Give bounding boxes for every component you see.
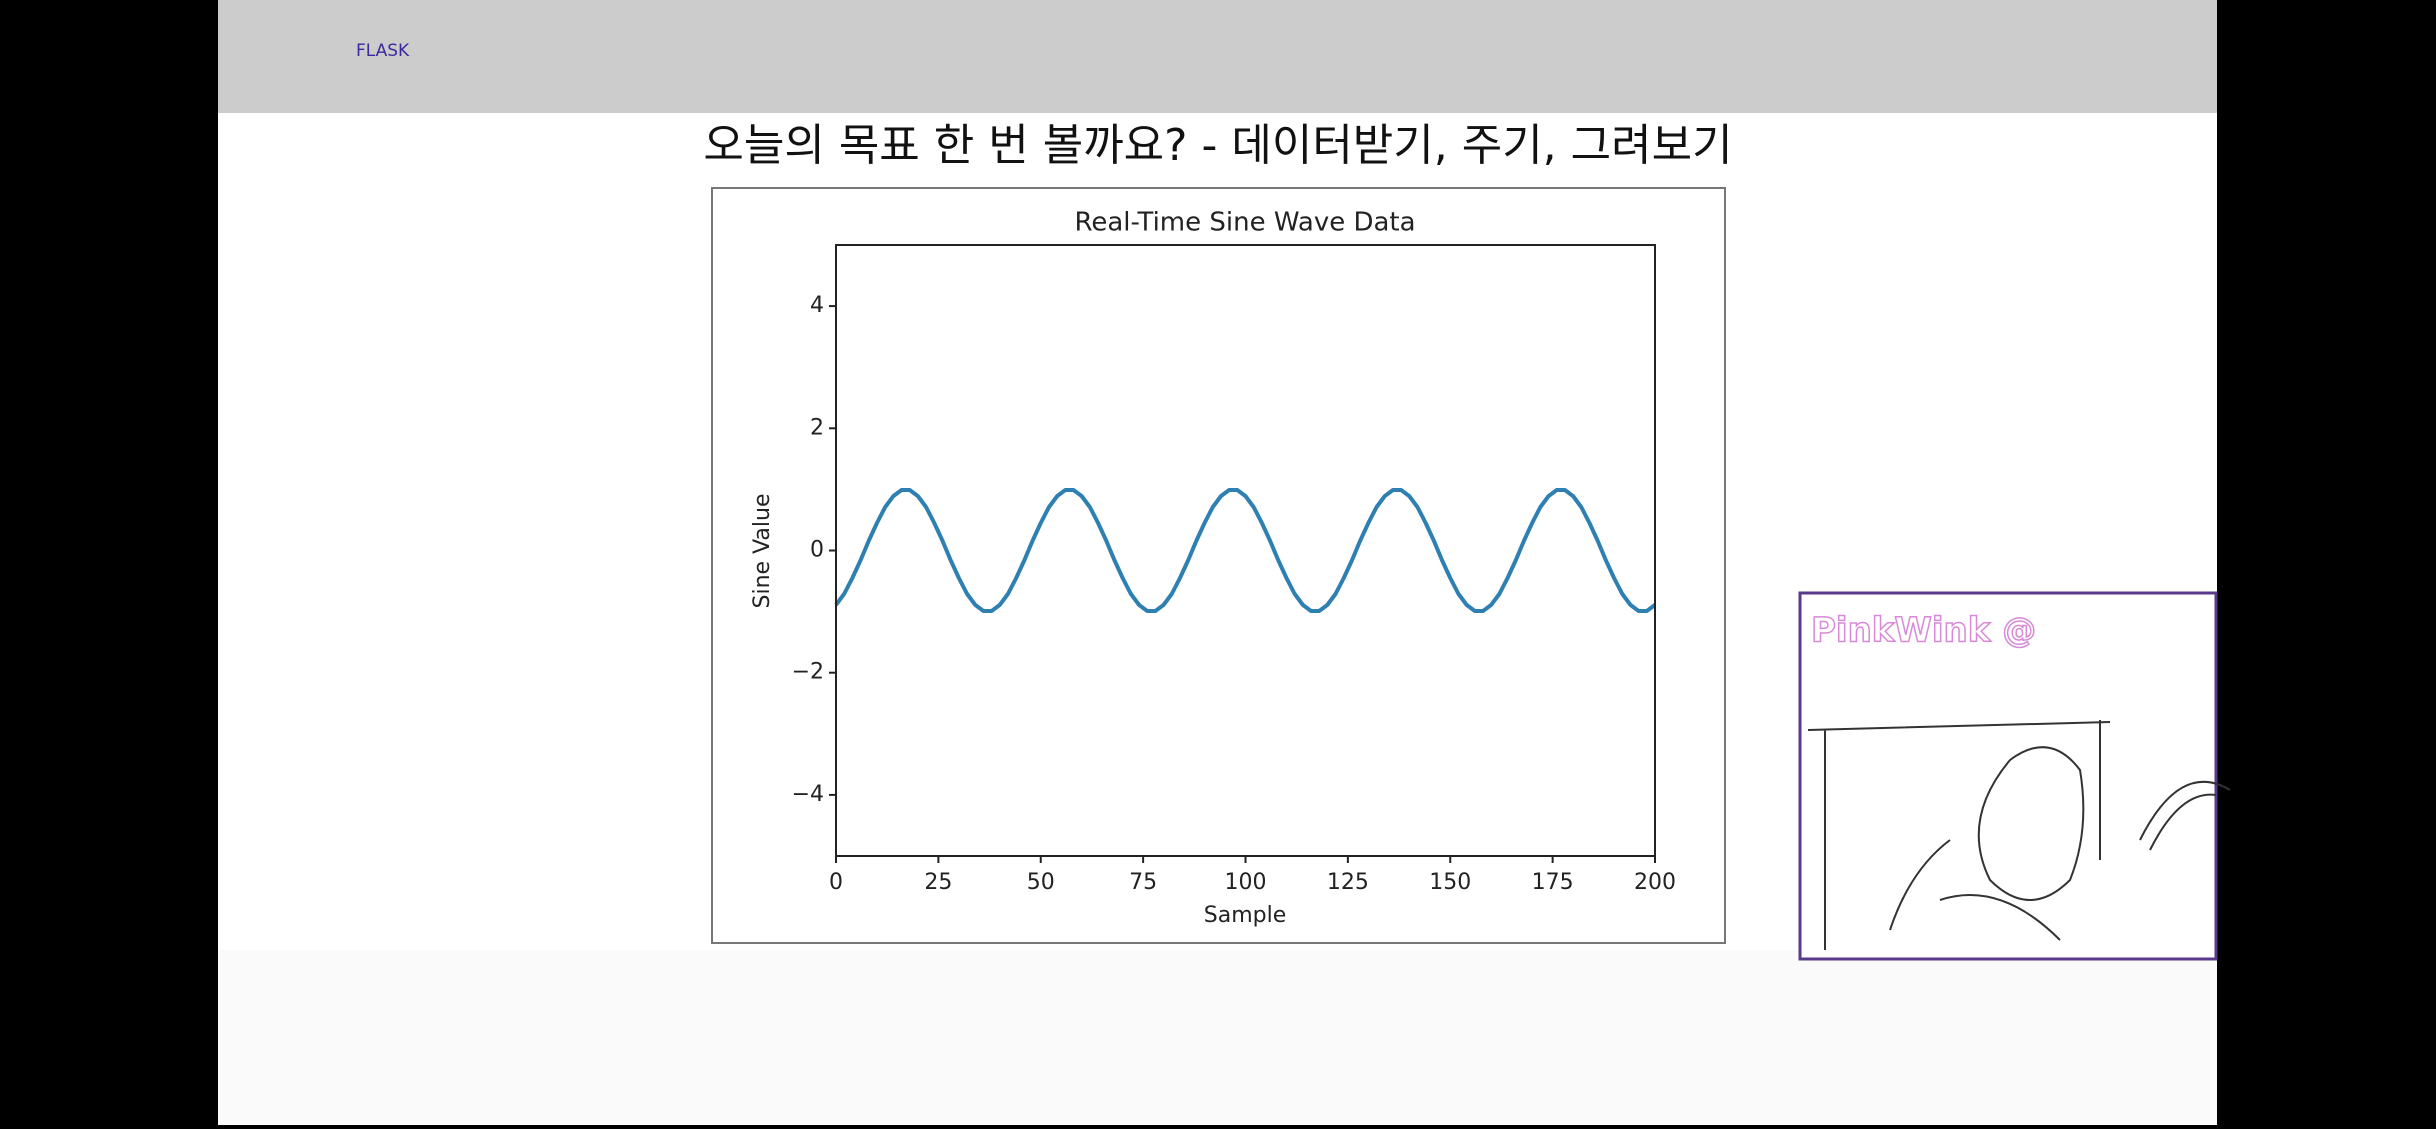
x-tick-label: 125 — [1327, 870, 1369, 895]
chart-title: Real-Time Sine Wave Data — [1074, 208, 1415, 238]
data-line — [834, 488, 1657, 613]
axes-frame — [835, 244, 1656, 857]
x-tick-label: 25 — [924, 870, 952, 895]
x-tick-label: 100 — [1225, 870, 1267, 895]
x-tick-label: 0 — [829, 870, 843, 895]
y-tick-label: −4 — [792, 782, 824, 807]
chart-frame — [711, 187, 1726, 944]
plot: 0 25 50 75 100 125 150 175 200 −4 −2 0 2 4 — [792, 293, 1676, 895]
x-tick-label: 200 — [1634, 870, 1676, 895]
y-tick-label: −2 — [792, 660, 824, 685]
brand[interactable]: FLASK — [356, 41, 410, 61]
webcam-label: PinkWink @ — [1811, 611, 2036, 651]
slide-footer — [218, 950, 2217, 1125]
y-axis-label: Sine Value — [750, 494, 775, 609]
y-tick-label: 0 — [810, 538, 824, 563]
x-tick-label: 75 — [1129, 870, 1157, 895]
y-tick-label: 2 — [810, 415, 824, 440]
header-bar — [218, 0, 2217, 113]
y-tick-label: 4 — [810, 293, 824, 318]
x-tick-label: 50 — [1027, 870, 1055, 895]
x-axis-label: Sample — [1204, 903, 1287, 928]
webcam — [1798, 591, 2218, 961]
x-tick-label: 175 — [1532, 870, 1574, 895]
slide-title: 오늘의 목표 한 번 볼까요? - 데이터받기, 주기, 그려보기 — [703, 120, 1732, 171]
x-tick-label: 150 — [1429, 870, 1471, 895]
webcam-sketch — [1807, 720, 2231, 950]
